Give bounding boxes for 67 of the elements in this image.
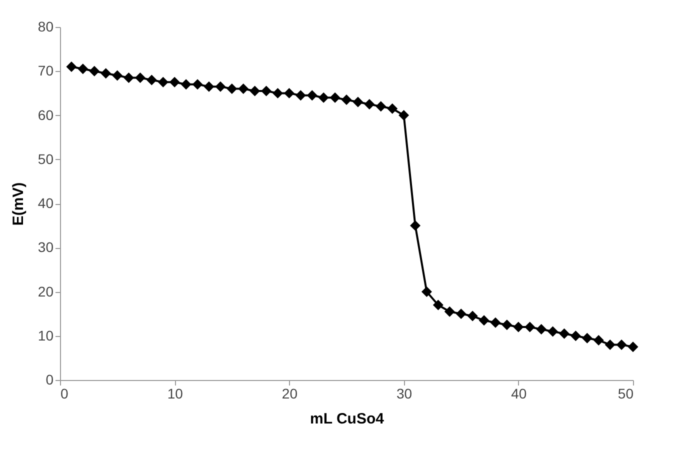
point: [330, 92, 340, 103]
point: [421, 286, 432, 297]
point: [215, 81, 226, 92]
point: [306, 90, 318, 101]
point: [432, 300, 444, 310]
y-tick-label: 10: [38, 327, 54, 344]
point: [616, 339, 627, 350]
y-tick-label: 60: [38, 106, 54, 123]
y-tick-label: 50: [38, 150, 54, 167]
point: [169, 76, 180, 88]
x-tick-label: 0: [60, 386, 68, 402]
point: [593, 335, 604, 346]
point: [570, 330, 581, 342]
point: [467, 310, 478, 322]
point: [364, 98, 375, 110]
point: [513, 322, 524, 332]
point: [66, 61, 77, 72]
y-tick-label: 20: [38, 283, 54, 300]
point: [134, 72, 146, 83]
y-tick-label: 30: [38, 239, 54, 256]
point: [204, 81, 214, 92]
point: [318, 92, 329, 103]
point: [250, 86, 260, 96]
point: [180, 79, 192, 90]
y-tick-label: 80: [38, 18, 54, 34]
point: [238, 84, 249, 94]
x-tick-label: 50: [618, 386, 634, 402]
point: [558, 328, 570, 339]
point: [410, 220, 421, 231]
x-tick-label: 20: [282, 386, 298, 402]
y-tick-label: 0: [46, 372, 54, 388]
point: [158, 76, 168, 88]
point: [124, 72, 134, 83]
point: [352, 96, 364, 108]
x-tick-label: 30: [396, 386, 412, 402]
point: [444, 306, 455, 317]
point: [341, 94, 352, 106]
y-tick-label: 40: [38, 195, 54, 211]
point: [490, 317, 501, 328]
point: [628, 342, 638, 352]
point: [272, 88, 283, 98]
x-axis-title: mL CuSo4: [310, 410, 385, 428]
y-axis-title: E(mV): [10, 182, 27, 226]
point: [502, 320, 512, 330]
point: [261, 86, 272, 96]
point: [112, 70, 123, 81]
point: [548, 326, 558, 337]
point: [376, 101, 386, 112]
point: [146, 74, 157, 86]
point: [478, 315, 490, 326]
point: [398, 110, 410, 120]
point: [456, 308, 466, 320]
point: [226, 84, 238, 94]
point: [100, 68, 112, 79]
x-tick-label: 40: [511, 386, 527, 402]
point: [387, 103, 398, 114]
point: [284, 88, 294, 98]
point: [604, 339, 616, 350]
point: [524, 322, 536, 332]
point: [582, 332, 592, 344]
point: [295, 90, 306, 101]
point: [536, 324, 547, 334]
point: [89, 66, 100, 76]
point: [78, 64, 88, 74]
y-tick-label: 70: [38, 62, 54, 79]
point: [192, 79, 203, 90]
x-tick-label: 10: [167, 386, 184, 402]
